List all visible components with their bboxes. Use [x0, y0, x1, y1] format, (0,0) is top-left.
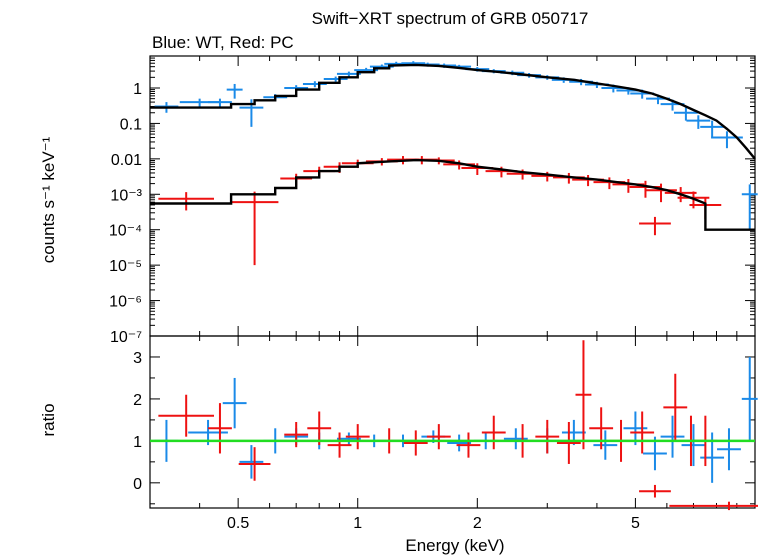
ratio-point: [208, 403, 232, 454]
model-line-pc: [150, 158, 755, 231]
ratio-point: [307, 411, 332, 446]
y-tick-label: 10⁻³: [110, 187, 142, 204]
ratio-point: [663, 373, 688, 441]
y-tick-label: 3: [133, 350, 142, 367]
y-tick-label: 0.01: [111, 152, 142, 169]
ratio-point: [456, 432, 481, 458]
ratio-point: [643, 436, 667, 471]
ratio-panel: 0 1 2 3 0.5 1 2 5: [133, 335, 758, 532]
spectrum-point: [645, 183, 677, 203]
ratio-point: [630, 411, 655, 454]
y-tick-label: 10⁻⁶: [109, 294, 142, 311]
y-tick-label: 10⁻⁴: [109, 223, 142, 240]
ratio-point: [481, 415, 506, 450]
ratio-point: [741, 356, 758, 441]
x-tick-label: 2: [473, 515, 482, 532]
spectrum-point: [208, 98, 232, 107]
ratio-point: [639, 484, 671, 498]
x-tick-label: 5: [631, 515, 640, 532]
chart-subtitle: Blue: WT, Red: PC: [152, 33, 294, 52]
ratio-point: [717, 428, 741, 471]
ratio-frame: [149, 335, 756, 509]
spectrum-point: [673, 107, 698, 121]
x-tick-label: 1: [353, 515, 362, 532]
model-line-wt: [150, 63, 756, 160]
ratio-point: [238, 447, 271, 481]
x-tick-label: 0.5: [227, 515, 249, 532]
ratio-point: [660, 415, 685, 458]
chart-title: Swift−XRT spectrum of GRB 050717: [312, 9, 589, 28]
spectrum-point: [323, 76, 348, 82]
spectrum-point: [230, 191, 279, 266]
y-tick-label: 10⁻⁵: [109, 258, 142, 275]
spectrum-point: [226, 83, 243, 99]
ratio-point: [681, 424, 706, 467]
ratio-point: [623, 411, 648, 446]
ratio-point: [284, 422, 309, 448]
ratio-point: [575, 340, 592, 450]
ratio-point: [556, 422, 581, 464]
ratio-point: [426, 424, 451, 450]
spectrum-panel: 1 0.1 0.01 10⁻³ 10⁻⁴ 10⁻⁵ 10⁻⁶ 10⁻⁷: [109, 55, 758, 346]
y-tick-label: 1: [133, 81, 142, 98]
ratio-point: [239, 445, 264, 479]
y-tick-label: 0.1: [120, 116, 142, 133]
spectrum-point: [741, 184, 758, 230]
ratio-point: [158, 394, 214, 437]
spectrum-point: [639, 216, 671, 236]
ratio-point: [669, 501, 758, 511]
y-tick-label: 1: [133, 434, 142, 451]
spectrum-point: [686, 115, 711, 129]
ratio-point: [222, 377, 247, 429]
ratio-point: [403, 430, 428, 456]
y-axis-label-spectrum: counts s⁻¹ keV⁻¹: [39, 136, 58, 263]
spectrum-point: [700, 120, 725, 138]
x-axis-label: Energy (keV): [405, 536, 504, 555]
ratio-point: [535, 419, 560, 454]
ratio-point: [447, 434, 472, 452]
ratio-point: [593, 430, 618, 460]
y-tick-label: 2: [133, 392, 142, 409]
y-tick-label: 10⁻⁷: [110, 329, 142, 346]
ratio-point: [503, 428, 528, 450]
y-tick-label: 0: [133, 476, 142, 493]
ratio-point: [327, 432, 352, 458]
y-axis-label-ratio: ratio: [39, 403, 58, 436]
ratio-point: [589, 407, 614, 450]
spectrum-point: [158, 192, 214, 211]
ratio-point: [345, 424, 370, 450]
